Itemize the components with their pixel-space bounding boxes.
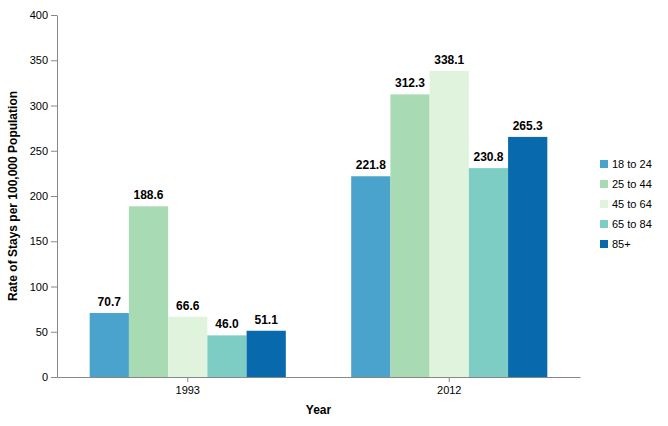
bar	[168, 317, 207, 377]
tick-label: 400	[30, 9, 48, 21]
bar	[90, 313, 129, 377]
y-axis-line	[57, 16, 58, 378]
tick-mark	[51, 377, 57, 378]
legend-swatch	[600, 220, 608, 228]
tick-label: 0	[42, 371, 48, 383]
data-label: 221.8	[356, 158, 386, 172]
tick-label: 100	[30, 281, 48, 293]
data-label: 312.3	[395, 76, 425, 90]
tick-label: 250	[30, 145, 48, 157]
tick-label: 150	[30, 235, 48, 247]
y-tick: 100	[30, 281, 57, 293]
data-label: 70.7	[98, 295, 122, 309]
data-label: 46.0	[215, 317, 239, 331]
legend-label: 25 to 44	[612, 178, 652, 190]
legend-item: 65 to 84	[600, 218, 652, 230]
tick-label: 2012	[437, 384, 461, 396]
plot-area: 70.7 221.8 188.6 312.3 66.6 338.1 46.0 230.8 51.…	[30, 9, 581, 396]
tick-mark	[187, 377, 188, 382]
tick-label: 350	[30, 54, 48, 66]
x-tick: 1993	[176, 377, 200, 396]
tick-mark	[51, 332, 57, 333]
tick-mark	[449, 377, 450, 382]
y-tick: 250	[30, 145, 57, 157]
y-tick: 0	[42, 371, 57, 383]
bar	[508, 137, 547, 377]
legend-label: 65 to 84	[612, 218, 652, 230]
tick-label: 300	[30, 100, 48, 112]
tick-mark	[51, 241, 57, 242]
chart: 70.7 221.8 188.6 312.3 66.6 338.1 46.0 230.8 51.…	[0, 0, 668, 426]
data-label: 230.8	[473, 150, 503, 164]
bar	[351, 176, 390, 377]
legend-swatch	[600, 240, 608, 248]
legend-label: 45 to 64	[612, 198, 652, 210]
data-label: 188.6	[134, 188, 164, 202]
x-axis-title: Year	[306, 403, 332, 417]
data-label: 338.1	[434, 53, 464, 67]
y-tick: 350	[30, 54, 57, 66]
data-label: 66.6	[176, 299, 200, 313]
bars	[90, 71, 548, 377]
tick-mark	[51, 60, 57, 61]
bar	[207, 335, 246, 377]
legend-swatch	[600, 200, 608, 208]
y-tick: 150	[30, 235, 57, 247]
legend: 18 to 24 25 to 44 45 to 64 65 to 84 85+	[600, 158, 652, 250]
legend-label: 85+	[612, 238, 631, 250]
tick-label: 200	[30, 190, 48, 202]
legend-label: 18 to 24	[612, 158, 652, 170]
bar	[430, 71, 469, 377]
bar	[390, 94, 429, 377]
bar	[247, 331, 286, 377]
tick-mark	[51, 196, 57, 197]
tick-mark	[51, 106, 57, 107]
y-axis-title: Rate of Stays per 100,000 Population	[6, 91, 20, 301]
tick-label: 50	[36, 326, 48, 338]
bar	[469, 168, 508, 377]
y-tick: 300	[30, 100, 57, 112]
data-labels: 70.7 221.8 188.6 312.3 66.6 338.1 46.0 230.8 51.…	[98, 53, 543, 331]
y-tick: 200	[30, 190, 57, 202]
legend-swatch	[600, 160, 608, 168]
y-axis: 0 50 100 150 200 250 300 350 400	[30, 9, 58, 383]
data-label: 265.3	[513, 119, 543, 133]
x-axis-line	[58, 377, 581, 378]
tick-mark	[51, 15, 57, 16]
legend-item: 18 to 24	[600, 158, 652, 170]
legend-item: 45 to 64	[600, 198, 652, 210]
y-tick: 50	[36, 326, 57, 338]
y-tick: 400	[30, 9, 57, 21]
legend-item: 85+	[600, 238, 631, 250]
legend-swatch	[600, 180, 608, 188]
data-label: 51.1	[255, 313, 279, 327]
x-axis: 1993 2012	[58, 377, 581, 396]
tick-mark	[51, 151, 57, 152]
tick-mark	[51, 287, 57, 288]
bar	[129, 206, 168, 377]
x-tick: 2012	[437, 377, 461, 396]
tick-label: 1993	[176, 384, 200, 396]
legend-item: 25 to 44	[600, 178, 652, 190]
